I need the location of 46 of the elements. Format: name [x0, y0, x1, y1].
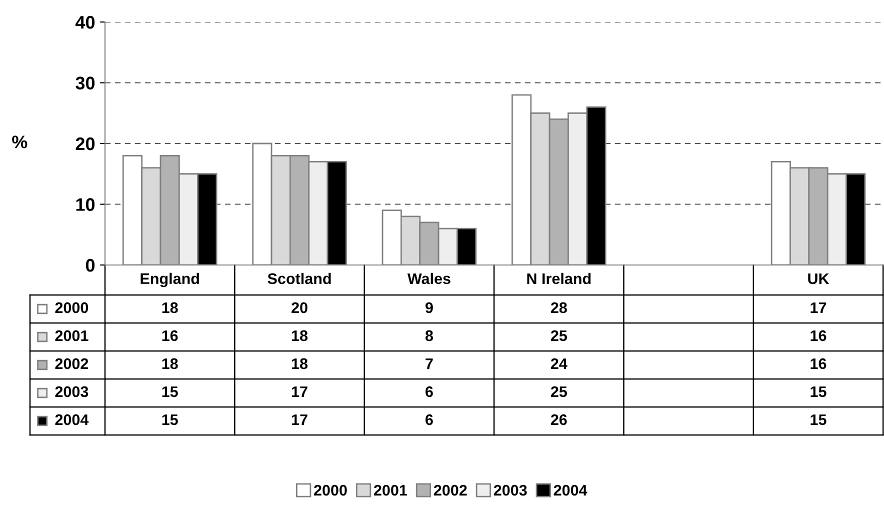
data-label: 8 — [425, 330, 433, 342]
data-label: 6 — [426, 414, 433, 426]
data-label: 26 — [550, 414, 567, 426]
y-axis-title: % — [12, 136, 28, 148]
legend-label: 2001 — [55, 330, 88, 342]
data-label: 16 — [810, 358, 826, 370]
data-label: 18 — [292, 330, 308, 342]
data-label: 17 — [292, 386, 308, 397]
text: 2001 — [374, 484, 408, 496]
y-tick-label: 0 — [86, 258, 95, 272]
x-tick-label: UK — [808, 273, 830, 284]
data-label: 25 — [550, 330, 567, 342]
text: 2004 — [554, 484, 588, 496]
data-label: 17 — [292, 414, 308, 425]
x-tick-label: Wales — [407, 272, 450, 284]
data-label: 28 — [550, 302, 567, 314]
data-label: 18 — [292, 358, 308, 370]
data-label: 17 — [810, 302, 826, 313]
legend-label: 2000 — [55, 302, 88, 314]
y-tick-label: 40 — [75, 16, 95, 29]
data-label: 20 — [292, 302, 308, 314]
data-label: 24 — [550, 358, 568, 369]
y-tick-label: 20 — [76, 137, 95, 150]
data-label: 16 — [810, 330, 826, 342]
data-label: 15 — [162, 386, 178, 398]
data-label: 25 — [550, 386, 567, 398]
data-label: 15 — [162, 414, 178, 426]
data-label: 9 — [425, 302, 433, 314]
text: 2003 — [494, 484, 527, 496]
legend-label: 2004 — [55, 414, 89, 426]
data-label: 18 — [162, 302, 178, 314]
text: 2002 — [434, 484, 467, 496]
data-label: 15 — [810, 386, 826, 398]
data-label: 15 — [810, 414, 826, 426]
data-label: 7 — [426, 358, 433, 369]
text: 2000 — [314, 484, 347, 496]
x-tick-label: N Ireland — [527, 272, 591, 284]
x-tick-label: England — [140, 272, 199, 288]
x-tick-label: Scotland — [268, 272, 331, 284]
legend-label: 2003 — [55, 386, 88, 398]
y-tick-label: 10 — [76, 198, 95, 211]
y-tick-label: 30 — [76, 76, 95, 90]
data-label: 6 — [426, 386, 433, 398]
legend-label: 2002 — [55, 358, 88, 370]
data-label: 18 — [162, 358, 178, 370]
data-label: 16 — [162, 330, 178, 342]
